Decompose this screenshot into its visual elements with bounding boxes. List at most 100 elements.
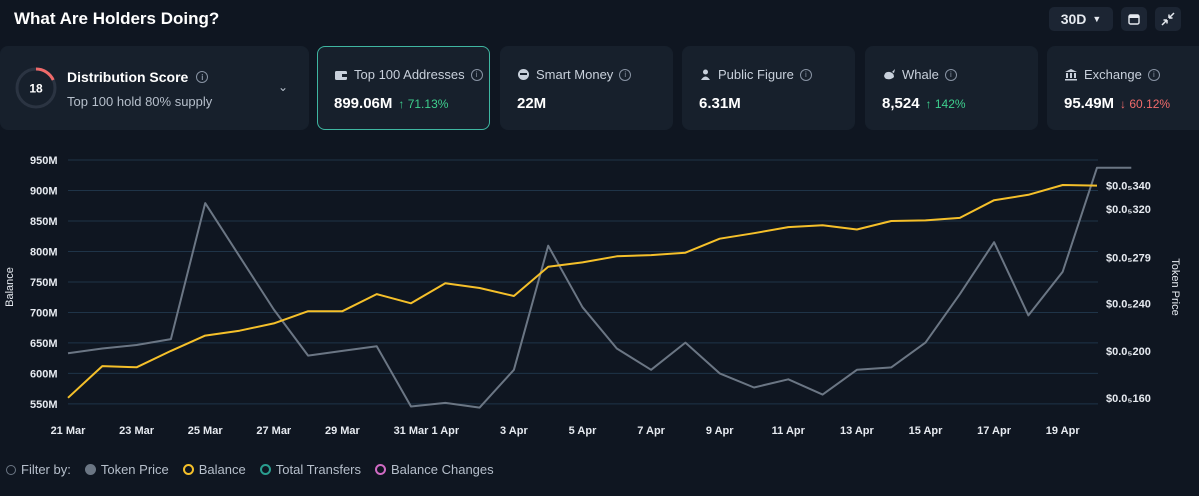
x-axis-ticks: 21 Mar 23 Mar 25 Mar 27 Mar 29 Mar 31 Mar 1 Ap… [51,425,1081,437]
chart-legend: Filter by: Token Price Balance Total Trans… [6,462,494,477]
calendar-icon [1128,14,1140,25]
legend-item-balance[interactable]: Balance [182,462,246,477]
metric-card-public-figure[interactable]: Public Figure i 6.31M [682,46,855,130]
y-tick-label: 850M [30,216,58,228]
filter-icon [6,464,16,475]
y2-tick-label: $0.0₅320 [1106,204,1151,216]
y-axis-ticks: 550M 600M 650M 700M 750M 800M 850M 900M 950M [30,155,58,411]
x-tick-label: 13 Apr [840,425,875,437]
y-axis-label: Balance [4,267,16,307]
legend-marker [259,464,271,475]
y2-tick-label: $0.0₅240 [1106,299,1151,311]
metric-card-value-row: 6.31M [699,95,741,112]
metric-card-whale[interactable]: Whale i 8,524 ↑ 142% [865,46,1038,130]
distribution-score-subtitle: Top 100 hold 80% supply [67,94,213,109]
legend-marker [182,464,194,475]
distribution-gauge: 18 [15,67,57,109]
time-range-dropdown[interactable]: 30D ▼ [1049,7,1113,31]
holders-chart: 550M 600M 650M 700M 750M 800M 850M 900M 950M $0.… [4,155,1181,437]
summary-cards: 18 Distribution Score i Top 100 hold 80%… [0,46,1199,130]
distribution-score-value: 18 [29,82,43,96]
smart-money-icon [517,68,530,81]
distribution-score-title: Distribution Score [67,69,189,85]
metric-card-header: Public Figure i [699,67,812,82]
y-tick-label: 600M [30,368,58,380]
series-line-balance [67,184,1098,399]
y2-tick-label: $0.0₅200 [1106,346,1151,358]
x-tick-label: 5 Apr [569,425,597,437]
whale-icon [882,68,896,81]
caret-down-icon: ▼ [1092,14,1102,24]
y-tick-label: 550M [30,399,58,411]
chart-series [67,166,1132,409]
legend-item-total-transfers[interactable]: Total Transfers [259,462,362,477]
x-tick-label: 29 Mar [325,425,361,437]
exchange-icon [1064,68,1078,81]
top-controls: 30D ▼ [1049,7,1181,31]
metric-card-label: Smart Money [536,67,614,82]
metric-card-change: ↑ 71.13% [398,96,449,111]
distribution-score-heading: Distribution Score i [67,69,209,85]
metric-card-label: Top 100 Addresses [354,67,465,82]
metric-card-value-row: 899.06M ↑ 71.13% [334,95,448,112]
metric-card-value-row: 95.49M ↓ 60.12% [1064,95,1170,112]
info-icon[interactable]: i [196,71,209,83]
y-tick-label: 950M [30,155,58,167]
y2-tick-label: $0.0₅340 [1106,180,1151,192]
filter-by-label: Filter by: [6,462,71,477]
x-tick-label: 21 Mar [51,425,87,437]
metric-card-exchange[interactable]: Exchange i 95.49M ↓ 60.12% [1047,46,1199,130]
metric-card-top-100-addresses[interactable]: Top 100 Addresses i 899.06M ↑ 71.13% [317,46,490,130]
x-tick-label: 15 Apr [909,425,944,437]
info-icon[interactable]: i [944,68,957,81]
y2-tick-label: $0.0₅279 [1106,253,1151,265]
x-tick-label: 25 Mar [188,425,224,437]
metric-card-value: 8,524 [882,95,920,112]
metric-card-value: 95.49M [1064,95,1115,112]
info-icon[interactable]: i [1147,68,1160,81]
metric-card-value-row: 8,524 ↑ 142% [882,95,966,112]
legend-marker [375,464,387,475]
x-tick-label: 7 Apr [637,425,665,437]
x-tick-label: 27 Mar [256,425,292,437]
x-tick-label: 3 Apr [500,425,528,437]
metric-card-label: Exchange [1084,67,1142,82]
x-tick-label: 9 Apr [706,425,734,437]
metric-card-change: ↑ 142% [925,96,966,111]
x-tick-label: 19 Apr [1046,425,1081,437]
info-icon[interactable]: i [799,68,812,81]
metric-card-value: 22M [517,95,547,112]
y-tick-label: 800M [30,246,58,258]
metric-card-header: Exchange i [1064,67,1160,82]
legend-label: Token Price [100,462,169,477]
x-tick-label: 17 Apr [977,425,1012,437]
metric-card-header: Smart Money i [517,67,632,82]
wallet-icon [334,69,348,81]
chart-grid [68,159,1098,405]
metric-card-smart-money[interactable]: Smart Money i 22M [500,46,673,130]
metric-card-value: 899.06M [334,95,393,112]
legend-label: Total Transfers [275,462,362,477]
x-tick-label: 31 Mar [394,425,430,437]
y-tick-label: 750M [30,277,58,289]
collapse-button[interactable] [1155,7,1181,31]
y-tick-label: 700M [30,307,58,319]
legend-item-balance-changes[interactable]: Balance Changes [375,462,494,477]
metric-card-value: 6.31M [699,95,741,112]
public-figure-icon [699,68,712,81]
y2-axis-label: Token Price [1169,258,1181,315]
info-icon[interactable]: i [619,68,632,81]
metric-card-header: Top 100 Addresses i [334,67,483,82]
chevron-down-icon[interactable]: ⌄ [277,80,288,94]
metric-card-label: Whale [902,67,939,82]
calendar-button[interactable] [1121,7,1147,31]
y-tick-label: 900M [30,185,58,197]
info-icon[interactable]: i [470,68,483,81]
page-title: What Are Holders Doing? [14,9,220,28]
x-tick-label: 1 Apr [431,425,459,437]
distribution-score-card[interactable]: 18 Distribution Score i Top 100 hold 80%… [0,46,309,130]
legend-item-token-price[interactable]: Token Price [84,462,169,477]
metric-card-header: Whale i [882,67,957,82]
metric-card-value-row: 22M [517,95,546,112]
time-range-label: 30D [1060,11,1087,27]
